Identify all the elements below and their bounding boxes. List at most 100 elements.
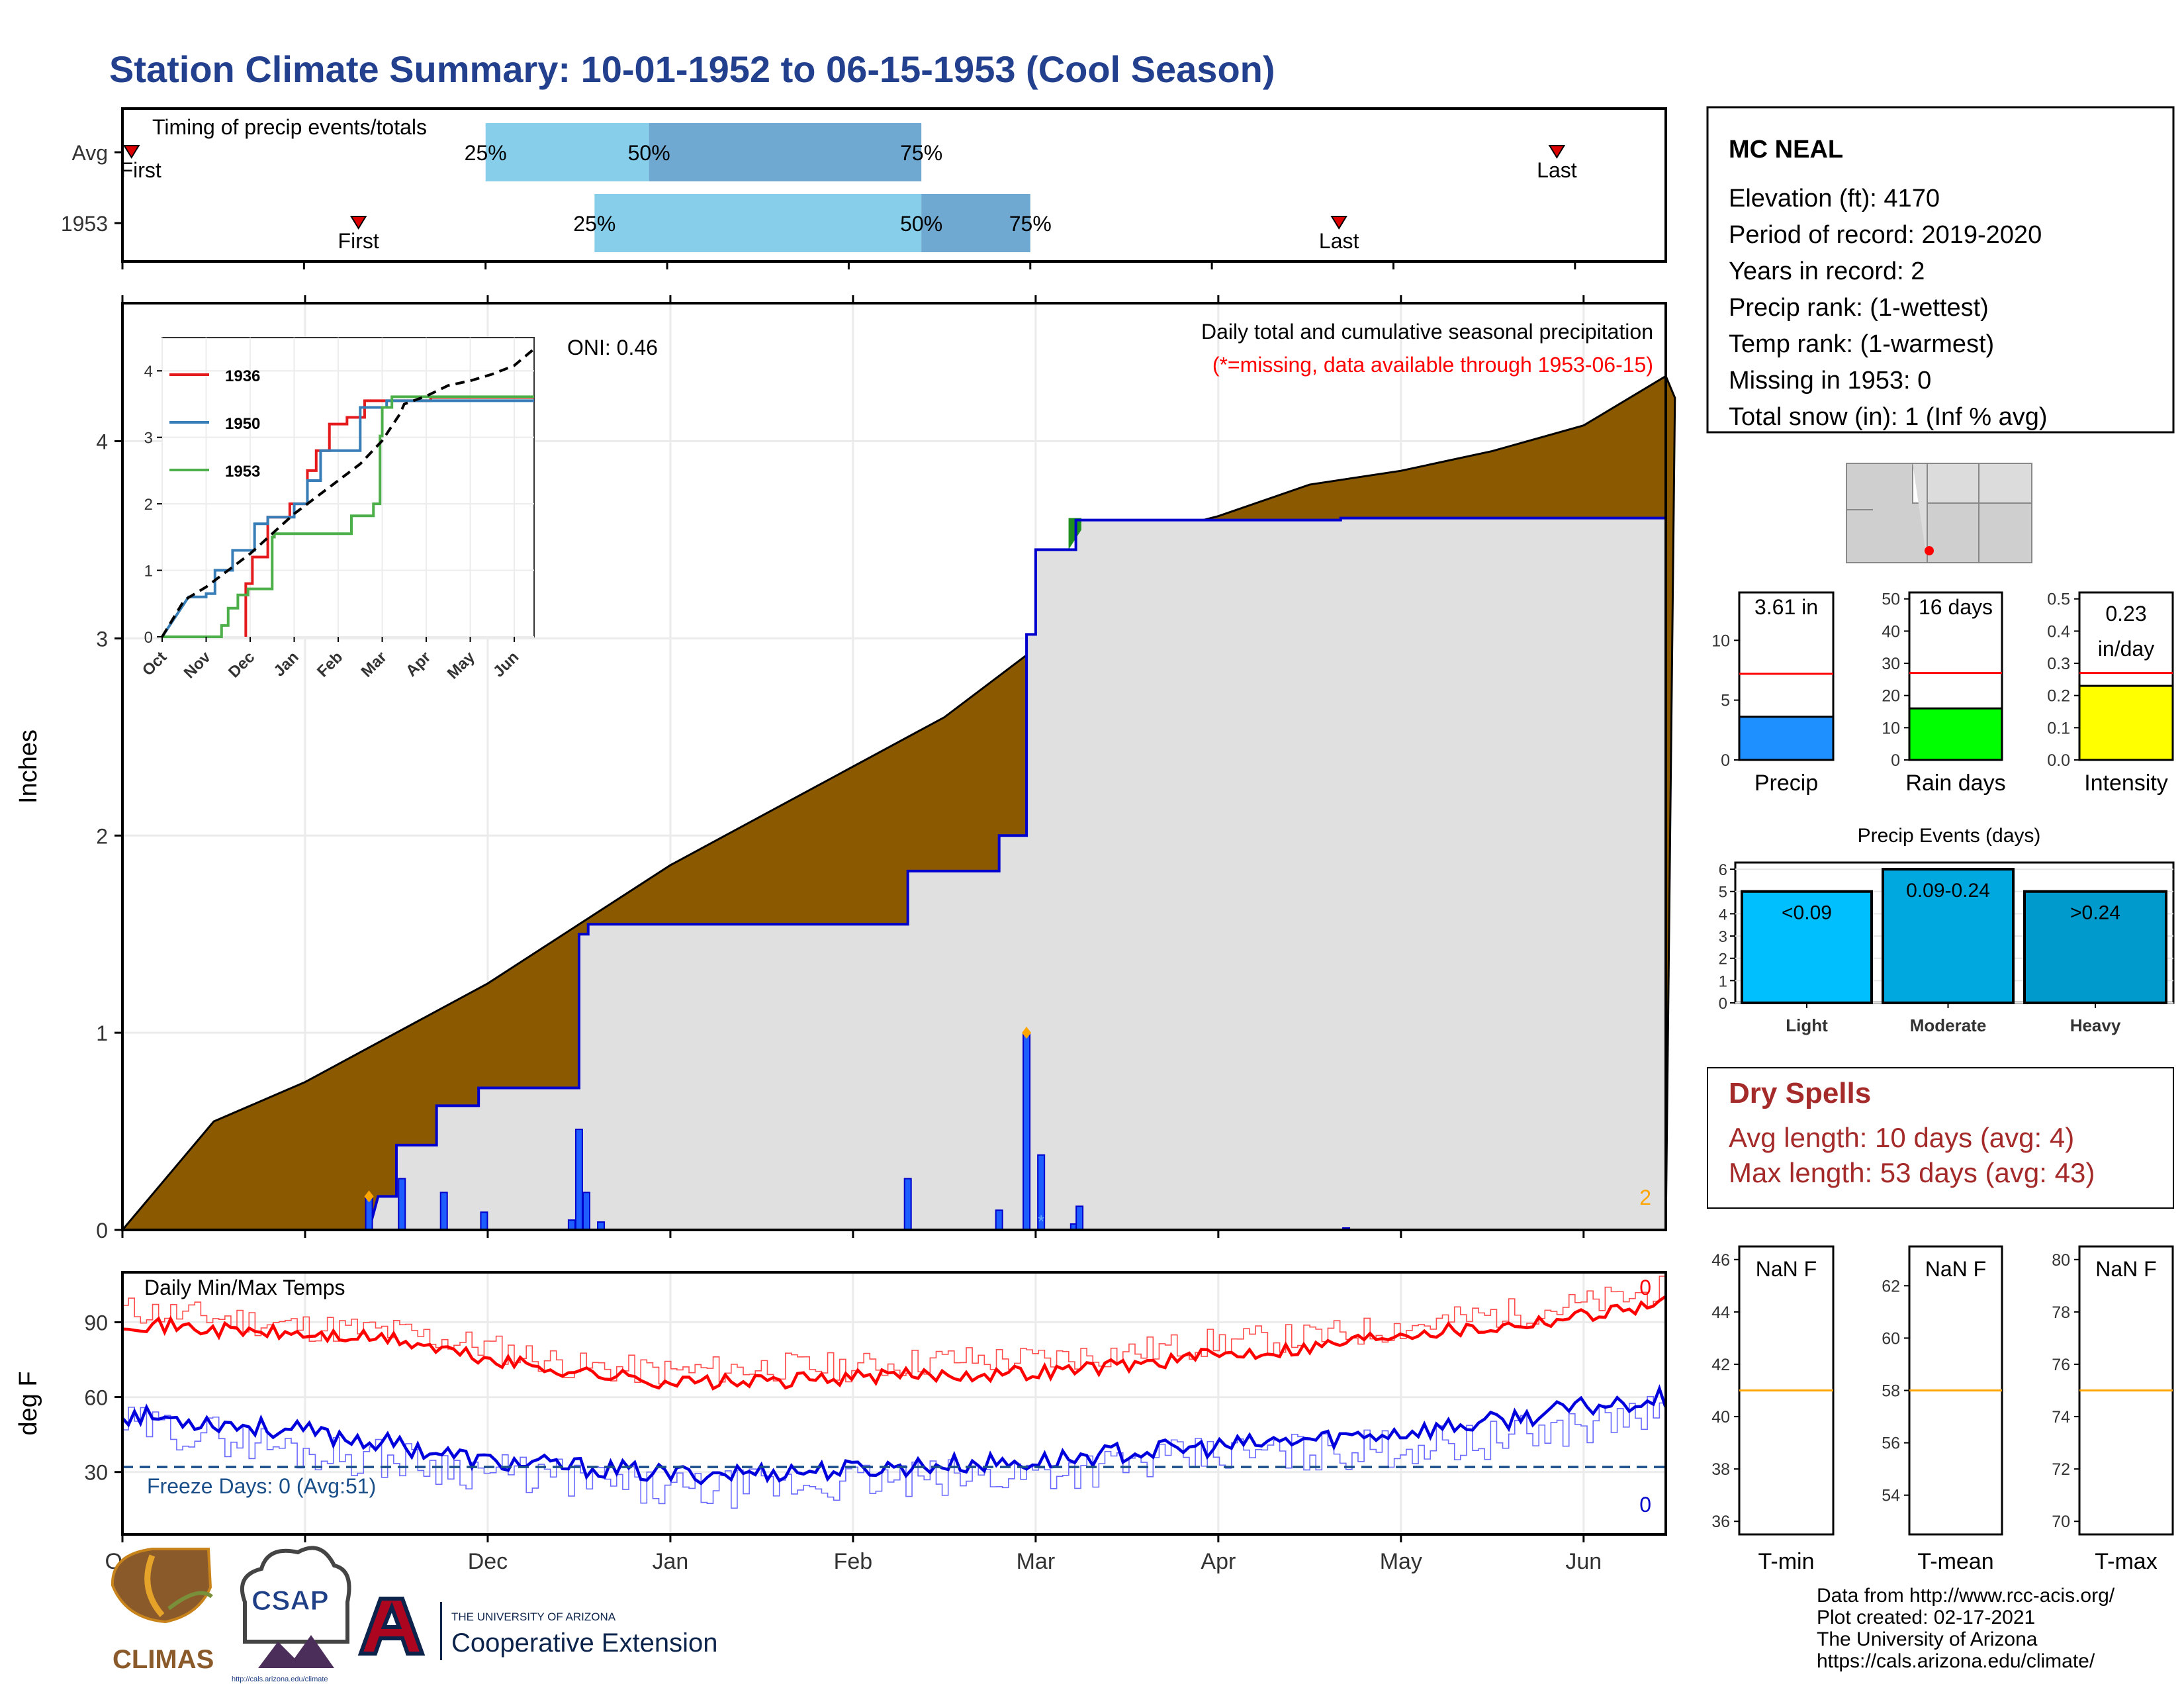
station-elevation: Elevation (ft): 4170 — [1729, 185, 1940, 212]
q50-q75-bar — [649, 123, 922, 181]
y-tick-label: 0.4 — [2047, 622, 2070, 641]
station-precip-rank: Precip rank: (1-wettest) — [1729, 294, 1989, 322]
bar-value-label: 0.23 — [2105, 602, 2146, 626]
y-tick-label: 42 — [1711, 1356, 1730, 1374]
climas-emblem — [144, 1554, 165, 1617]
dry-spells-max: Max length: 53 days (avg: 43) — [1729, 1157, 2095, 1188]
y-tick-label: 1 — [1719, 972, 1727, 990]
bar-value-label: 3.61 in — [1754, 595, 1818, 619]
temp-bar-value-label: NaN F — [1925, 1257, 1986, 1281]
last-marker — [1548, 145, 1566, 159]
y-tick-label: 0.0 — [2047, 751, 2070, 770]
locator-map — [1846, 463, 2032, 563]
state-border — [1846, 463, 1979, 563]
csap-mountains — [258, 1635, 334, 1668]
dry-spells-box: Dry Spells Avg length: 10 days (avg: 4) … — [1707, 1067, 2174, 1209]
temp-summary-bars: 36 38 40 42 44 46 NaN F T-min 54 56 58 60 62 NaN F T-m… — [1711, 1245, 2174, 1574]
legend-label: 1953 — [225, 463, 260, 481]
temp-bar-category-label: T-max — [2095, 1549, 2157, 1574]
y-tick-label: 0 — [96, 1219, 108, 1243]
temp-bar-value-label: NaN F — [1756, 1257, 1817, 1281]
y-tick-label: 38 — [1711, 1460, 1730, 1479]
y-tick-label: 3 — [96, 627, 108, 651]
y-tick-label: 0.1 — [2047, 719, 2070, 737]
bar-category-label: Precip — [1754, 771, 1818, 796]
dry-spells-title: Dry Spells — [1729, 1077, 1871, 1109]
summary-bar — [2078, 684, 2174, 761]
y-tick-label: 2 — [1719, 951, 1727, 968]
y-tick-label: 44 — [1711, 1303, 1730, 1322]
precip-chart-subtitle: (*=missing, data available through 1953-… — [1212, 353, 1653, 377]
y-tick-label: 60 — [84, 1386, 108, 1410]
y-tick-label: 2 — [144, 496, 153, 514]
event-category-label: Light — [1786, 1015, 1828, 1035]
footer-line-date: Plot created: 02-17-2021 — [1817, 1607, 2035, 1628]
y-tick-label: 30 — [1882, 655, 1900, 673]
temp-bar-category-label: T-min — [1758, 1549, 1815, 1574]
y-tick-label: 20 — [1882, 687, 1900, 706]
y-tick-label: 30 — [84, 1461, 108, 1485]
ua-big-text: Cooperative Extension — [451, 1628, 717, 1658]
y-tick-label: 0.2 — [2047, 687, 2070, 706]
climas-emblem — [167, 1591, 213, 1611]
y-tick-label: 58 — [1882, 1382, 1900, 1401]
bar-value-label: 16 days — [1919, 595, 1993, 619]
y-tick-label: 36 — [1711, 1513, 1730, 1531]
last-label: Last — [1319, 229, 1359, 253]
first-marker — [349, 216, 367, 230]
y-tick-label: 4 — [144, 363, 153, 381]
x-tick-label: Jun — [1565, 1549, 1602, 1574]
y-tick-label: 54 — [1882, 1487, 1900, 1505]
csap-text: CSAP — [251, 1585, 329, 1616]
tmax-corner-value: 0 — [1639, 1276, 1651, 1299]
station-info-box: MC NEAL Elevation (ft): 4170 Period of r… — [1706, 106, 2175, 434]
timing-title: Timing of precip events/totals — [152, 115, 427, 139]
q50-label: 50% — [900, 212, 942, 236]
event-bar — [2023, 890, 2167, 1004]
q75-label: 75% — [900, 141, 942, 165]
y-tick-label: 0.3 — [2047, 655, 2070, 673]
station-years: Years in record: 2 — [1729, 258, 1925, 285]
q25-q50-bar — [485, 123, 649, 181]
ua-small-text: THE UNIVERSITY OF ARIZONA — [451, 1611, 616, 1623]
bar-value-label: in/day — [2098, 637, 2154, 661]
footer-line-university: The University of Arizona — [1817, 1628, 2038, 1650]
dry-spells-avg: Avg length: 10 days (avg: 4) — [1729, 1122, 2074, 1153]
q50-q75-bar — [921, 194, 1030, 252]
row-label: 1953 — [61, 212, 108, 236]
ua-divider — [440, 1602, 442, 1660]
freeze-days-label: Freeze Days: 0 (Avg:51) — [147, 1474, 376, 1498]
y-tick-label: 5 — [1721, 692, 1730, 710]
daily-precip-bar — [574, 1129, 583, 1231]
event-bar-label: >0.24 — [2070, 902, 2120, 924]
footer-line-url: https://cals.arizona.edu/climate/ — [1817, 1650, 2095, 1672]
current-cumulative-line — [122, 516, 1666, 1231]
precip-summary-bars: 0 5 10 3.61 in Precip 0 10 20 30 40 50 16 days Rain … — [1711, 590, 2174, 796]
legend-label: 1936 — [225, 367, 260, 385]
y-tick-label: 3 — [1719, 928, 1727, 946]
avg-tmin-line — [121, 1383, 1667, 1486]
temp-panel: Freeze Days: 0 (Avg:51) Daily Min/Max Tem… — [15, 1271, 1667, 1574]
first-label: First — [338, 229, 379, 253]
y-tick-label: 80 — [2052, 1251, 2070, 1270]
y-tick-label: 10 — [1711, 632, 1730, 650]
climas-emblem — [111, 1548, 212, 1624]
y-tick-label: 10 — [1882, 719, 1900, 737]
station-location-marker — [1925, 546, 1934, 555]
csap-cloud — [240, 1546, 351, 1644]
x-tick-label: Mar — [1017, 1549, 1056, 1574]
daily-precip-bar — [439, 1192, 448, 1231]
footer-credits: Data from http://www.rcc-acis.org/ Plot … — [1817, 1585, 2115, 1672]
daily-precip-bar — [995, 1209, 1003, 1231]
y-tick-label: 74 — [2052, 1408, 2070, 1427]
y-tick-label: 0 — [1891, 751, 1900, 770]
x-tick-label: Dec — [468, 1549, 508, 1574]
first-marker — [122, 145, 140, 159]
event-bar — [1882, 868, 2015, 1004]
current-cumulative-area — [122, 518, 1666, 1230]
current-tmin-line — [122, 1395, 1666, 1509]
y-tick-label: 40 — [1711, 1408, 1730, 1427]
x-tick-label: Apr — [1201, 1549, 1236, 1574]
